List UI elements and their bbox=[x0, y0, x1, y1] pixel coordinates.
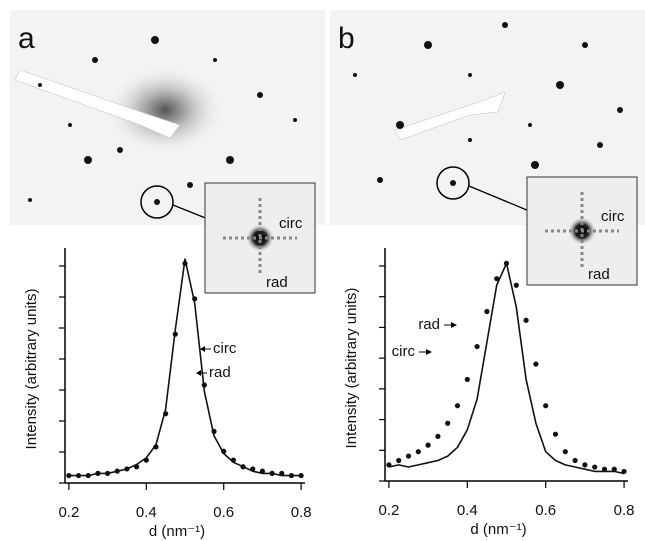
data-point bbox=[601, 466, 608, 472]
data-point bbox=[592, 464, 598, 470]
magnifier-circle bbox=[140, 185, 174, 219]
inset-label: rad bbox=[588, 266, 610, 283]
series-annotation: circ bbox=[213, 340, 237, 357]
data-point bbox=[552, 431, 559, 437]
data-point bbox=[533, 361, 539, 367]
data-point bbox=[464, 376, 470, 383]
diffraction-spot bbox=[450, 180, 456, 186]
diffraction-spot bbox=[582, 42, 588, 48]
data-point bbox=[405, 453, 412, 459]
y-axis-title: Intensity (arbitrary units) bbox=[23, 289, 40, 450]
series-annotation: rad bbox=[209, 364, 231, 381]
x-tick-label: 0.6 bbox=[213, 504, 234, 521]
x-axis-title: d (nm⁻¹) bbox=[470, 521, 526, 538]
diffraction-spot bbox=[531, 161, 539, 169]
data-point bbox=[445, 420, 451, 426]
diffraction-spot bbox=[528, 123, 532, 127]
x-tick-label: 0.2 bbox=[378, 502, 399, 519]
diffraction-spot bbox=[226, 156, 234, 164]
data-point bbox=[66, 472, 72, 479]
series-annotation: circ bbox=[392, 343, 416, 360]
diffraction-spot bbox=[187, 182, 193, 188]
inset-label: circ bbox=[601, 208, 625, 225]
diffraction-spot bbox=[396, 121, 404, 129]
data-point bbox=[435, 433, 441, 439]
diffraction-spot bbox=[617, 107, 623, 113]
x-tick-label: 0.4 bbox=[457, 502, 478, 519]
diffraction-spot bbox=[154, 199, 160, 205]
panel-label: a bbox=[18, 22, 35, 55]
data-point bbox=[513, 282, 519, 288]
x-tick-label: 0.4 bbox=[136, 504, 157, 521]
beam-halo bbox=[105, 65, 225, 155]
diffraction-spot bbox=[92, 57, 98, 63]
diffraction-spot bbox=[424, 41, 432, 49]
series-annotation: rad bbox=[418, 316, 440, 333]
beam-stop bbox=[14, 69, 181, 139]
diffraction-spot bbox=[151, 36, 159, 44]
x-tick-label: 0.8 bbox=[614, 502, 635, 519]
data-point bbox=[396, 457, 402, 464]
diffraction-spot bbox=[38, 83, 42, 87]
data-line bbox=[68, 258, 302, 477]
annotation-arrowhead bbox=[451, 322, 457, 328]
diffraction-spot bbox=[293, 118, 297, 122]
data-point bbox=[298, 472, 304, 479]
annotation-arrowhead bbox=[200, 346, 205, 352]
x-tick-label: 0.6 bbox=[535, 502, 556, 519]
data-point bbox=[582, 462, 588, 468]
data-point bbox=[562, 449, 568, 455]
annotation-arrowhead bbox=[196, 370, 201, 376]
diffraction-spot bbox=[117, 147, 123, 153]
diffraction-spot bbox=[213, 58, 217, 62]
data-point bbox=[611, 466, 617, 472]
panel-label: b bbox=[338, 22, 355, 55]
inset-label: circ bbox=[279, 215, 303, 232]
diffraction-spot bbox=[468, 138, 472, 142]
beam-stop bbox=[394, 91, 506, 141]
x-tick-label: 0.2 bbox=[58, 504, 79, 521]
inset-label: rad bbox=[266, 274, 288, 291]
data-point bbox=[543, 403, 549, 409]
data-point bbox=[415, 449, 421, 455]
data-point bbox=[454, 403, 461, 409]
diffraction-spot bbox=[468, 73, 472, 77]
data-point bbox=[484, 308, 490, 315]
data-point bbox=[425, 442, 431, 448]
y-axis-title: Intensity (arbitrary units) bbox=[343, 288, 360, 449]
diffraction-spot bbox=[502, 22, 508, 28]
diffraction-spot bbox=[597, 142, 603, 148]
x-axis-title: d (nm⁻¹) bbox=[149, 523, 205, 540]
diffraction-spot bbox=[257, 92, 263, 98]
diffraction-spot bbox=[377, 177, 383, 183]
data-point bbox=[523, 317, 529, 323]
data-point bbox=[572, 457, 578, 464]
data-line bbox=[388, 262, 625, 475]
data-point bbox=[474, 343, 480, 350]
data-point bbox=[494, 276, 500, 282]
magnifier-circle bbox=[436, 166, 470, 200]
annotation-arrowhead bbox=[426, 349, 432, 355]
diffraction-spot bbox=[556, 81, 564, 89]
diffraction-spot bbox=[353, 73, 357, 77]
diffraction-spot bbox=[28, 198, 32, 202]
diffraction-spot bbox=[68, 123, 72, 127]
diffraction-spot bbox=[84, 156, 92, 164]
x-tick-label: 0.8 bbox=[291, 504, 312, 521]
